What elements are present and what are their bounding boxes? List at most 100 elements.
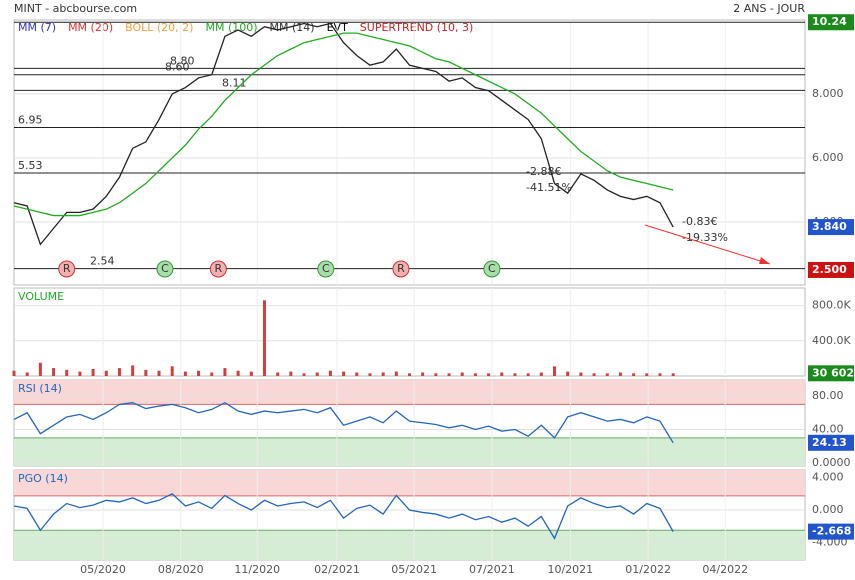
x-tick-label: 05/2020 <box>80 563 126 576</box>
panel-title: RSI (14) <box>18 382 62 395</box>
level-label: 2.54 <box>90 255 115 268</box>
volume-bar <box>249 371 253 376</box>
volume-bar <box>513 373 517 376</box>
volume-bar <box>276 372 280 376</box>
signal <box>156 260 174 278</box>
legend-item: MM (7) <box>18 21 56 34</box>
title: MINT - abcbourse.com <box>14 2 137 15</box>
signal-label: C <box>322 262 330 275</box>
legend-item: MM (100) <box>205 21 257 34</box>
x-tick-label: 07/2021 <box>469 563 515 576</box>
panel <box>13 287 806 377</box>
panel-title: VOLUME <box>18 290 64 303</box>
volume-bar <box>157 370 161 376</box>
x-tick-label: 04/2022 <box>702 563 748 576</box>
volume-bar <box>434 373 438 376</box>
volume-bar <box>408 373 411 376</box>
volume-bar <box>421 372 425 376</box>
value-tag <box>808 219 854 236</box>
x-tick-label: 11/2020 <box>234 563 280 576</box>
volume-bar <box>526 373 530 376</box>
signal <box>58 260 76 278</box>
series-line <box>13 493 674 540</box>
volume-bar <box>223 368 227 376</box>
value-tag <box>808 365 854 382</box>
volume-bar <box>342 371 346 376</box>
y-tick-label: 400.0K <box>812 334 851 347</box>
volume-bar <box>473 373 477 376</box>
arrow-head <box>759 257 770 264</box>
volume-bar <box>170 366 174 376</box>
volume-bar <box>592 373 596 376</box>
signal-label: R <box>397 262 405 275</box>
volume-bar <box>38 362 42 376</box>
value-tag-label: 24.13 <box>812 436 847 449</box>
value-tag <box>808 261 854 278</box>
annotation: -19.33% <box>682 231 728 244</box>
value-tag <box>808 14 854 31</box>
volume-bar <box>65 369 69 376</box>
period: 2 ANS - JOUR <box>733 2 805 15</box>
volume-bar <box>579 372 583 376</box>
panel <box>13 19 806 286</box>
volume-bar <box>355 372 359 376</box>
volume-bar <box>131 365 135 376</box>
value-tag-label: -2.668 <box>812 525 851 538</box>
level-label: 5.53 <box>18 159 43 172</box>
annotation: -2.88€ <box>526 165 561 178</box>
series-line <box>13 32 674 217</box>
value-tag <box>808 434 854 451</box>
level-label: 6.95 <box>18 114 43 127</box>
volume-bar <box>658 373 662 376</box>
volume-bar <box>197 370 201 376</box>
volume-bar <box>605 373 609 376</box>
volume-bar <box>52 368 56 376</box>
legend-item: BOLL (20, 2) <box>125 21 193 34</box>
y-tick-label: 0.0000 <box>812 456 851 469</box>
volume-bar <box>12 370 16 376</box>
x-tick-label: 08/2020 <box>158 563 204 576</box>
signal <box>392 260 410 278</box>
y-tick-label: 4.000 <box>812 471 844 484</box>
panel-title: PGO (14) <box>18 472 68 485</box>
volume-bar <box>539 372 543 376</box>
value-tag-label: 10.24 <box>812 15 847 28</box>
volume-bar <box>368 373 372 376</box>
y-tick-label: 40.00 <box>812 422 844 435</box>
volume-bar <box>328 370 332 376</box>
volume-bar <box>183 371 187 376</box>
x-tick-label: 10/2021 <box>547 563 593 576</box>
volume-bar <box>460 372 464 376</box>
x-tick-label: 01/2022 <box>625 563 671 576</box>
volume-bar <box>104 370 108 376</box>
level-label: 8.60 <box>165 61 190 74</box>
volume-bar <box>144 369 148 376</box>
volume-bar <box>262 300 266 376</box>
volume-bar <box>447 373 451 376</box>
annotation: -0.83€ <box>682 215 717 228</box>
y-tick-label: 8.000 <box>812 87 844 100</box>
legend-item: MM (14) <box>270 21 315 34</box>
upper-zone <box>14 470 805 496</box>
volume-bar <box>117 368 121 376</box>
series-line <box>13 401 674 444</box>
value-tag-label: 2.500 <box>812 263 847 276</box>
volume-bar <box>315 372 319 376</box>
x-tick-label: 02/2021 <box>314 563 360 576</box>
volume-bar <box>553 366 557 376</box>
legend-item: MM (20) <box>68 21 113 34</box>
series-line <box>13 22 674 246</box>
y-tick-label: 0.000 <box>812 503 844 516</box>
volume-bar <box>394 371 398 376</box>
lower-zone <box>14 530 805 560</box>
value-tag-label: 3.840 <box>812 220 847 233</box>
lower-zone <box>14 437 805 466</box>
arrow <box>644 224 771 265</box>
volume-bar <box>671 373 675 376</box>
upper-zone <box>14 380 805 405</box>
volume-bar <box>618 372 622 376</box>
y-tick-label: 6.000 <box>812 151 844 164</box>
volume-bar <box>566 371 570 376</box>
volume-bar <box>302 373 306 376</box>
legend-item: SUPERTREND (10, 3) <box>360 21 474 34</box>
